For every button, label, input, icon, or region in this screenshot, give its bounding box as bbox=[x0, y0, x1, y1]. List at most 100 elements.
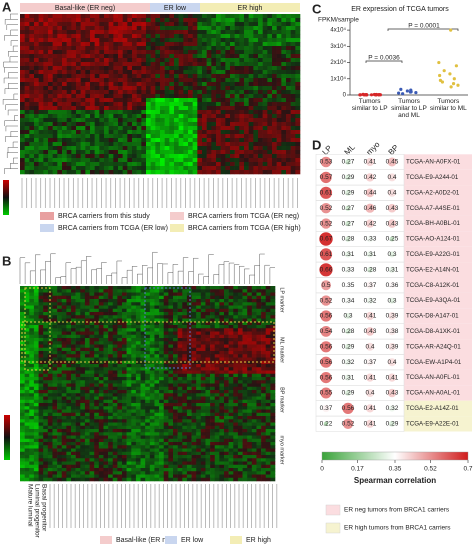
heatmap-cell bbox=[238, 351, 243, 355]
heatmap-cell bbox=[109, 94, 114, 98]
heatmap-cell bbox=[196, 302, 201, 306]
heatmap-cell bbox=[210, 341, 215, 345]
heatmap-cell bbox=[62, 315, 67, 319]
heatmap-cell bbox=[57, 150, 62, 154]
heatmap-cell bbox=[281, 130, 286, 134]
heatmap-cell bbox=[39, 380, 44, 384]
heatmap-cell bbox=[270, 403, 275, 407]
heatmap-cell bbox=[94, 374, 99, 378]
heatmap-cell bbox=[95, 82, 100, 86]
heatmap-cell bbox=[43, 130, 48, 134]
heatmap-cell bbox=[238, 387, 243, 391]
heatmap-cell bbox=[29, 102, 34, 106]
heatmap-cell bbox=[207, 66, 212, 70]
heatmap-cell bbox=[261, 406, 266, 410]
heatmap-cell bbox=[215, 358, 220, 362]
heatmap-cell bbox=[34, 166, 39, 170]
heatmap-cell bbox=[291, 34, 296, 38]
heatmap-cell bbox=[85, 332, 90, 336]
heatmap-cell bbox=[183, 150, 188, 154]
heatmap-cell bbox=[39, 328, 44, 332]
heatmap-cell bbox=[34, 312, 39, 316]
heatmap-cell bbox=[165, 38, 170, 42]
heatmap-cell bbox=[108, 293, 113, 297]
heatmap-cell bbox=[52, 387, 57, 391]
heatmap-cell bbox=[205, 380, 210, 384]
heatmap-cell bbox=[272, 162, 277, 166]
heatmap-cell bbox=[211, 42, 216, 46]
heatmap-cell bbox=[39, 22, 44, 26]
heatmap-cell bbox=[108, 397, 113, 401]
heatmap-cell bbox=[239, 46, 244, 50]
heatmap-cell bbox=[256, 348, 261, 352]
heatmap-cell bbox=[201, 429, 206, 433]
heatmap-cell bbox=[188, 110, 193, 114]
heatmap-cell bbox=[169, 46, 174, 50]
heatmap-cell bbox=[256, 286, 261, 290]
heatmap-cell bbox=[286, 150, 291, 154]
heatmap-cell bbox=[90, 78, 95, 82]
heatmap-cell bbox=[141, 432, 146, 436]
heatmap-cell bbox=[20, 312, 25, 316]
heatmap-cell bbox=[205, 423, 210, 427]
heatmap-cell bbox=[80, 335, 85, 339]
heatmap-cell bbox=[168, 328, 173, 332]
heatmap-cell bbox=[20, 110, 25, 114]
heatmap-cell bbox=[188, 78, 193, 82]
heatmap-cell bbox=[57, 312, 62, 316]
heatmap-cell bbox=[182, 338, 187, 342]
heatmap-cell bbox=[230, 14, 235, 18]
heatmap-cell bbox=[76, 410, 81, 414]
heatmap-cell bbox=[137, 54, 142, 58]
heatmap-cell bbox=[29, 289, 34, 293]
heatmap-cell bbox=[165, 114, 170, 118]
heatmap-cell bbox=[39, 338, 44, 342]
heatmap-cell bbox=[165, 146, 170, 150]
heatmap-cell bbox=[252, 299, 257, 303]
heatmap-cell bbox=[239, 22, 244, 26]
heatmap-cell bbox=[169, 82, 174, 86]
heatmap-cell bbox=[109, 134, 114, 138]
heatmap-cell bbox=[229, 296, 234, 300]
heatmap-cell bbox=[230, 126, 235, 130]
heatmap-cell bbox=[62, 351, 67, 355]
heatmap-cell bbox=[151, 26, 156, 30]
heatmap-cell bbox=[154, 302, 159, 306]
heatmap-cell bbox=[192, 338, 197, 342]
heatmap-cell bbox=[211, 150, 216, 154]
heatmap-cell bbox=[178, 315, 183, 319]
heatmap-cell bbox=[196, 393, 201, 397]
heatmap-cell bbox=[76, 110, 81, 114]
heatmap-cell bbox=[233, 397, 238, 401]
heatmap-cell bbox=[151, 22, 156, 26]
heatmap-cell bbox=[235, 154, 240, 158]
heatmap-cell bbox=[201, 416, 206, 420]
heatmap-cell bbox=[62, 354, 67, 358]
heatmap-cell bbox=[90, 90, 95, 94]
heatmap-cell bbox=[66, 374, 71, 378]
heatmap-cell bbox=[113, 154, 118, 158]
heatmap-cell bbox=[99, 54, 104, 58]
heatmap-cell bbox=[277, 126, 282, 130]
heatmap-cell bbox=[20, 138, 25, 142]
heatmap-cell bbox=[193, 126, 198, 130]
heatmap-cell bbox=[113, 406, 118, 410]
heatmap-cell bbox=[211, 66, 216, 70]
heatmap-cell bbox=[247, 410, 252, 414]
heatmap-cell bbox=[154, 299, 159, 303]
heatmap-cell bbox=[123, 166, 128, 170]
heatmap-cell bbox=[43, 110, 48, 114]
heatmap-cell bbox=[108, 367, 113, 371]
heatmap-cell bbox=[90, 348, 95, 352]
heatmap-cell bbox=[174, 106, 179, 110]
heatmap-cell bbox=[150, 289, 155, 293]
heatmap-cell bbox=[145, 354, 150, 358]
heatmap-cell bbox=[221, 170, 226, 174]
heatmap-cell bbox=[94, 293, 99, 297]
heatmap-cell bbox=[62, 387, 67, 391]
heatmap-cell bbox=[71, 42, 76, 46]
heatmap-cell bbox=[145, 432, 150, 436]
heatmap-cell bbox=[25, 42, 30, 46]
heatmap-cell bbox=[90, 98, 95, 102]
heatmap-cell bbox=[272, 134, 277, 138]
